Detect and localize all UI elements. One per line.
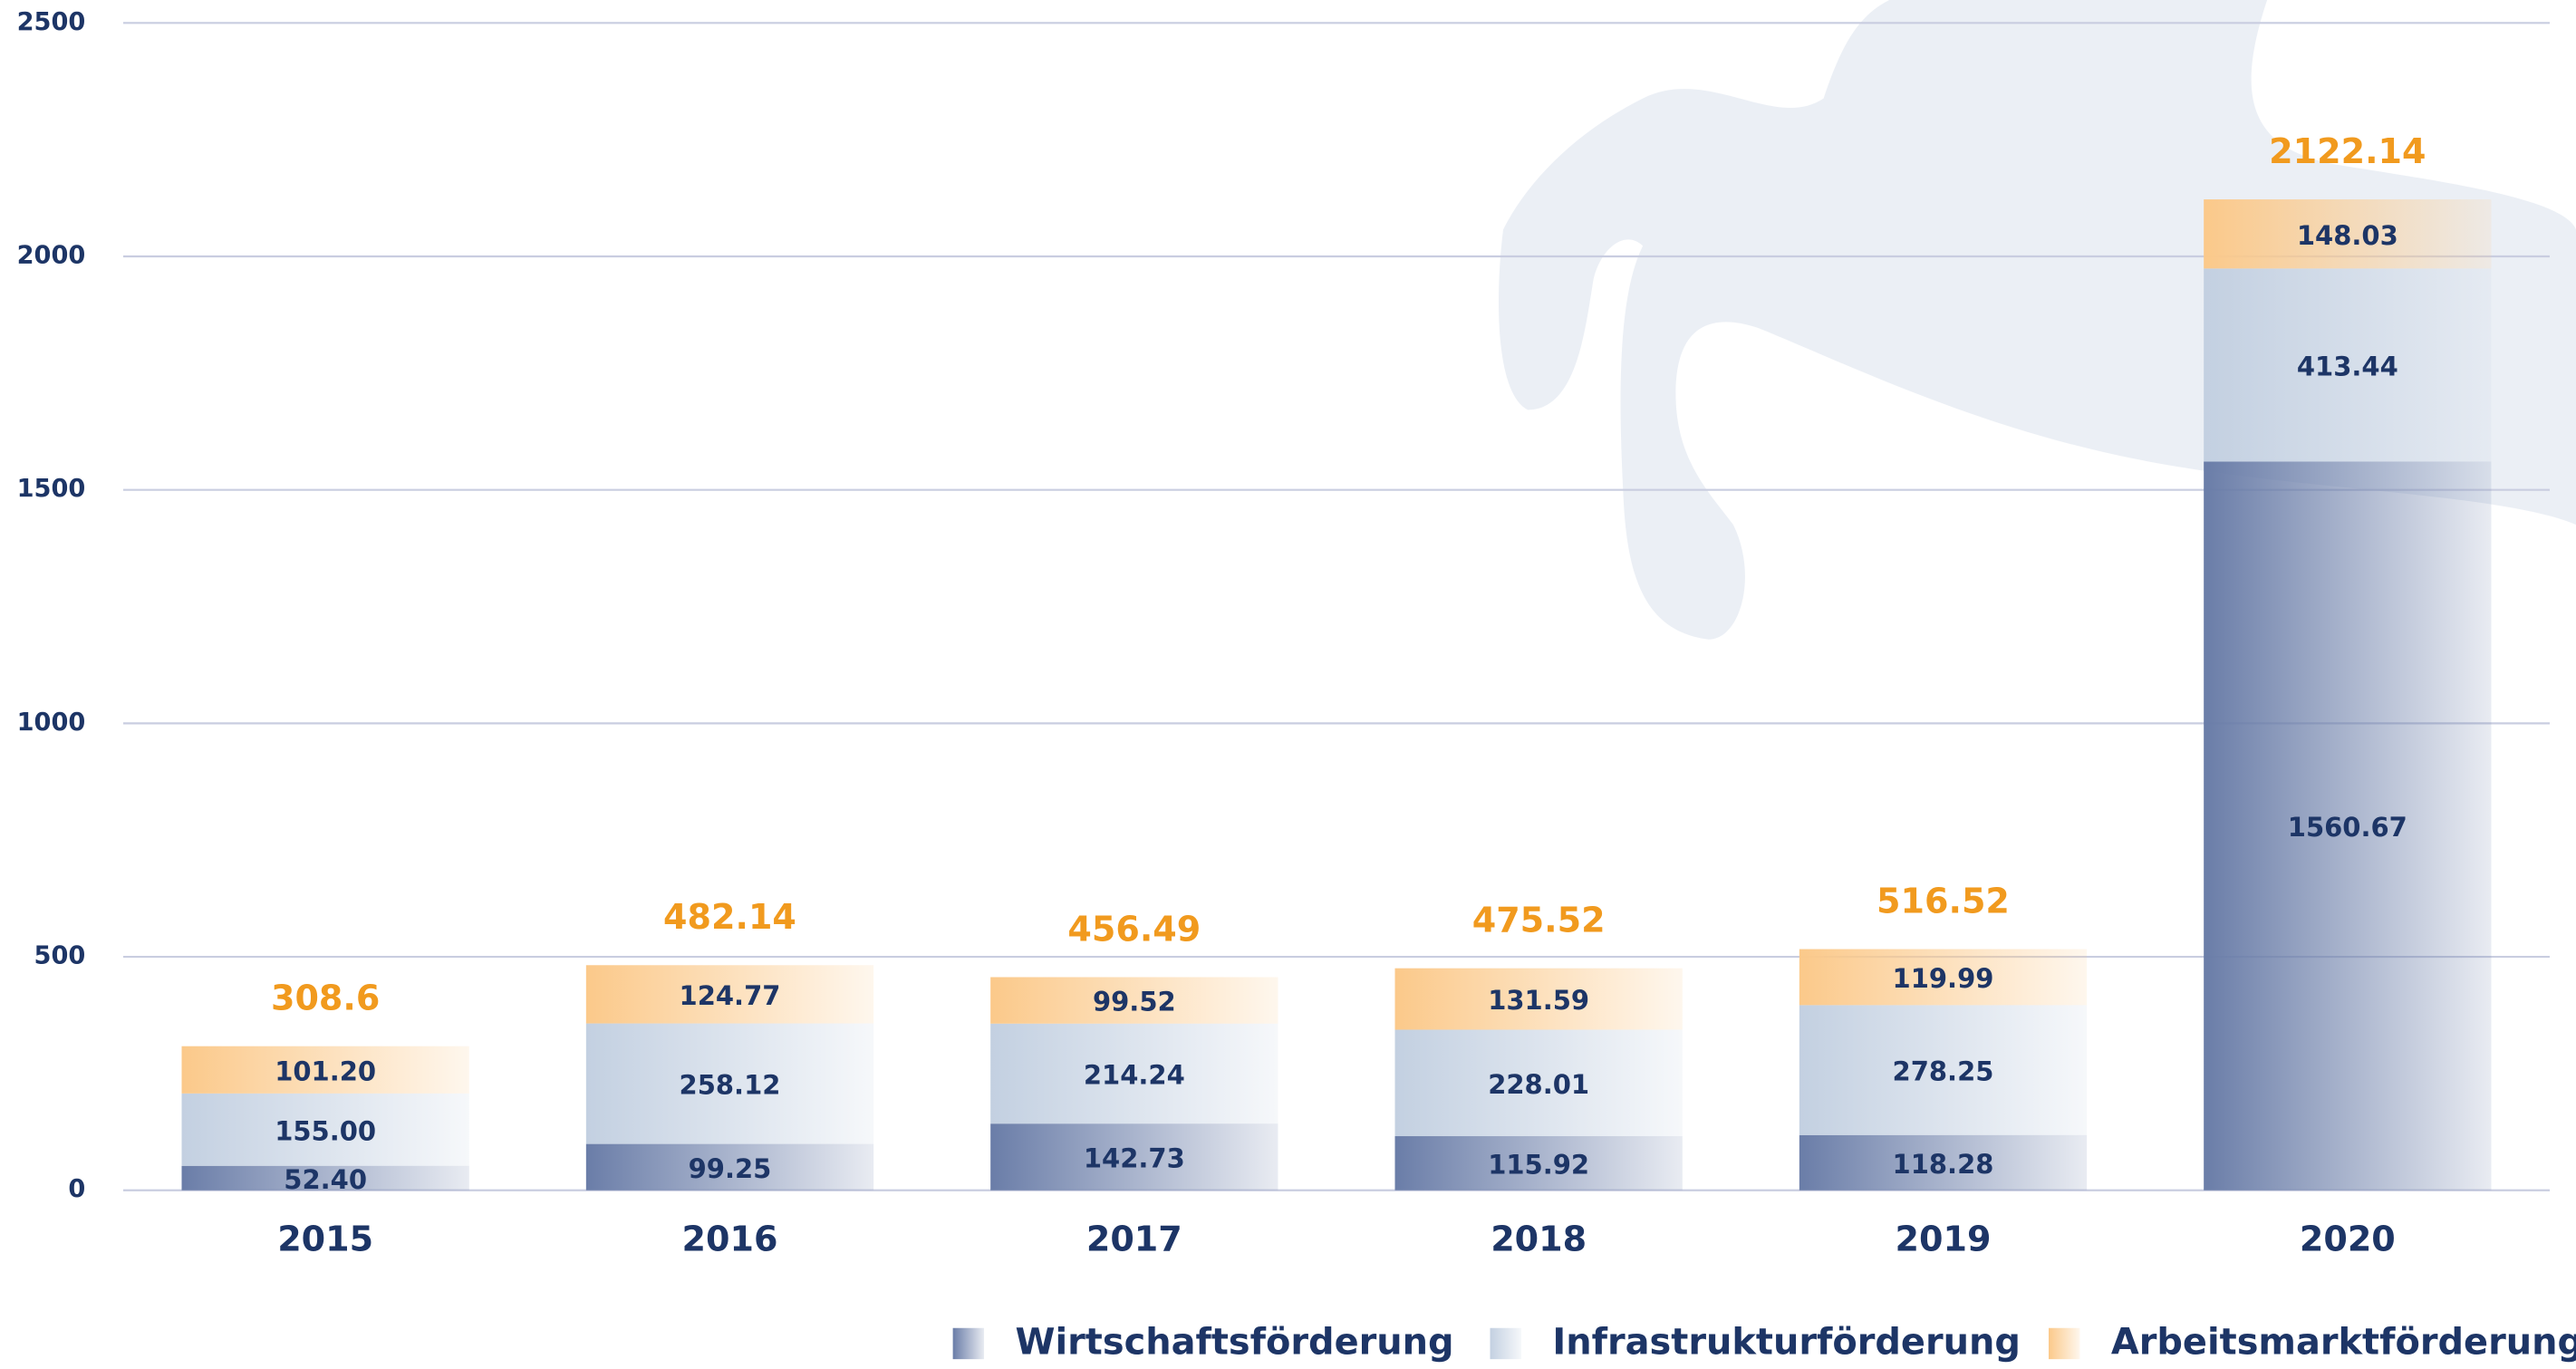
x-tick-label: 2020 xyxy=(2300,1219,2396,1258)
legend-swatch xyxy=(2048,1327,2080,1360)
bar-segment xyxy=(990,1123,1278,1191)
x-tick-label: 2019 xyxy=(1896,1219,1992,1258)
total-label: 308.6 xyxy=(271,979,380,1018)
segment-label: 148.03 xyxy=(2297,220,2398,251)
bar-segment xyxy=(181,1046,469,1094)
x-tick-label: 2018 xyxy=(1491,1219,1587,1258)
segment-label: 155.00 xyxy=(275,1115,376,1146)
segment-label: 101.20 xyxy=(275,1056,376,1086)
y-tick-label: 2000 xyxy=(17,242,86,270)
segment-label: 131.59 xyxy=(1488,985,1589,1016)
bar-segment xyxy=(1799,949,2088,1006)
x-tick-label: 2016 xyxy=(682,1219,778,1258)
legend-swatch xyxy=(952,1327,985,1360)
total-label: 516.52 xyxy=(1877,881,2010,921)
bar-segment xyxy=(585,965,874,1024)
bar-segment xyxy=(1394,1136,1683,1191)
x-tick-label: 2015 xyxy=(277,1219,373,1258)
bar-segment xyxy=(990,977,1278,1024)
total-label: 482.14 xyxy=(663,897,796,937)
bar-segment xyxy=(1394,1029,1683,1137)
segment-label: 99.52 xyxy=(1093,987,1176,1017)
bar-segment xyxy=(585,1143,874,1191)
bar-segment xyxy=(2204,461,2492,1191)
segment-label: 52.40 xyxy=(284,1164,367,1195)
segment-label: 258.12 xyxy=(680,1070,781,1101)
segment-label: 124.77 xyxy=(680,980,781,1011)
y-tick-label: 0 xyxy=(68,1175,85,1203)
segment-label: 119.99 xyxy=(1893,963,1994,994)
segment-label: 413.44 xyxy=(2297,352,2398,382)
y-tick-label: 1000 xyxy=(17,709,86,737)
y-tick-label: 1500 xyxy=(17,475,86,503)
bar-segment xyxy=(2204,199,2492,269)
segment-label: 228.01 xyxy=(1488,1069,1589,1100)
legend-label: Infrastrukturförderung xyxy=(1552,1321,2021,1363)
y-tick-label: 2500 xyxy=(17,8,86,36)
segment-label: 214.24 xyxy=(1084,1060,1185,1091)
bar-segment xyxy=(181,1165,469,1191)
bar-segment xyxy=(585,1023,874,1144)
legend-swatch xyxy=(1490,1327,1521,1360)
segment-label: 278.25 xyxy=(1893,1056,1994,1087)
bar-segment xyxy=(2204,268,2492,462)
segment-label: 118.28 xyxy=(1893,1149,1994,1180)
bar-segment xyxy=(1799,1134,2088,1191)
segment-label: 99.25 xyxy=(689,1153,772,1184)
segment-label: 115.92 xyxy=(1488,1150,1589,1181)
bar-segment xyxy=(1799,1005,2088,1135)
total-label: 475.52 xyxy=(1472,901,1606,940)
bar-segment xyxy=(181,1093,469,1166)
total-label: 456.49 xyxy=(1067,909,1201,949)
bar-segment xyxy=(1394,968,1683,1030)
legend-label: Arbeitsmarktförderung xyxy=(2111,1321,2576,1363)
y-tick-label: 500 xyxy=(34,942,86,970)
segment-label: 142.73 xyxy=(1084,1143,1185,1174)
segment-label: 1560.67 xyxy=(2288,812,2407,843)
total-label: 2122.14 xyxy=(2269,131,2426,171)
legend-label: Wirtschaftsförderung xyxy=(1016,1321,1454,1363)
bar-segment xyxy=(990,1023,1278,1124)
x-tick-label: 2017 xyxy=(1086,1219,1182,1258)
